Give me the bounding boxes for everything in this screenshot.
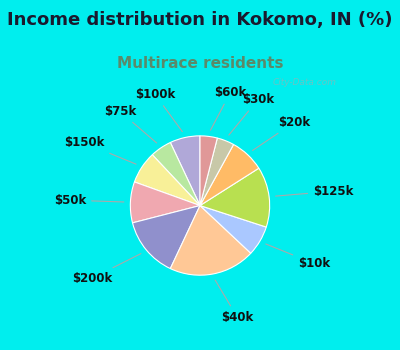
Wedge shape bbox=[200, 205, 266, 253]
Wedge shape bbox=[134, 155, 200, 205]
Text: $20k: $20k bbox=[252, 116, 310, 150]
Wedge shape bbox=[200, 138, 234, 205]
Text: $40k: $40k bbox=[215, 280, 254, 324]
Text: $50k: $50k bbox=[54, 194, 124, 206]
Text: $150k: $150k bbox=[64, 136, 136, 164]
Wedge shape bbox=[152, 142, 200, 205]
Wedge shape bbox=[132, 205, 200, 268]
Text: $30k: $30k bbox=[229, 93, 274, 135]
Wedge shape bbox=[170, 136, 200, 205]
Text: $60k: $60k bbox=[210, 86, 246, 130]
Wedge shape bbox=[200, 136, 217, 205]
Text: Multirace residents: Multirace residents bbox=[117, 56, 283, 71]
Wedge shape bbox=[200, 168, 270, 227]
Wedge shape bbox=[170, 205, 251, 275]
Wedge shape bbox=[200, 145, 259, 205]
Text: $200k: $200k bbox=[72, 254, 141, 285]
Text: $10k: $10k bbox=[266, 244, 330, 270]
Text: $75k: $75k bbox=[104, 105, 156, 143]
Text: City-Data.com: City-Data.com bbox=[273, 78, 337, 87]
Text: Income distribution in Kokomo, IN (%): Income distribution in Kokomo, IN (%) bbox=[7, 10, 393, 28]
Wedge shape bbox=[130, 182, 200, 223]
Text: $100k: $100k bbox=[135, 88, 182, 132]
Text: $125k: $125k bbox=[276, 185, 354, 198]
